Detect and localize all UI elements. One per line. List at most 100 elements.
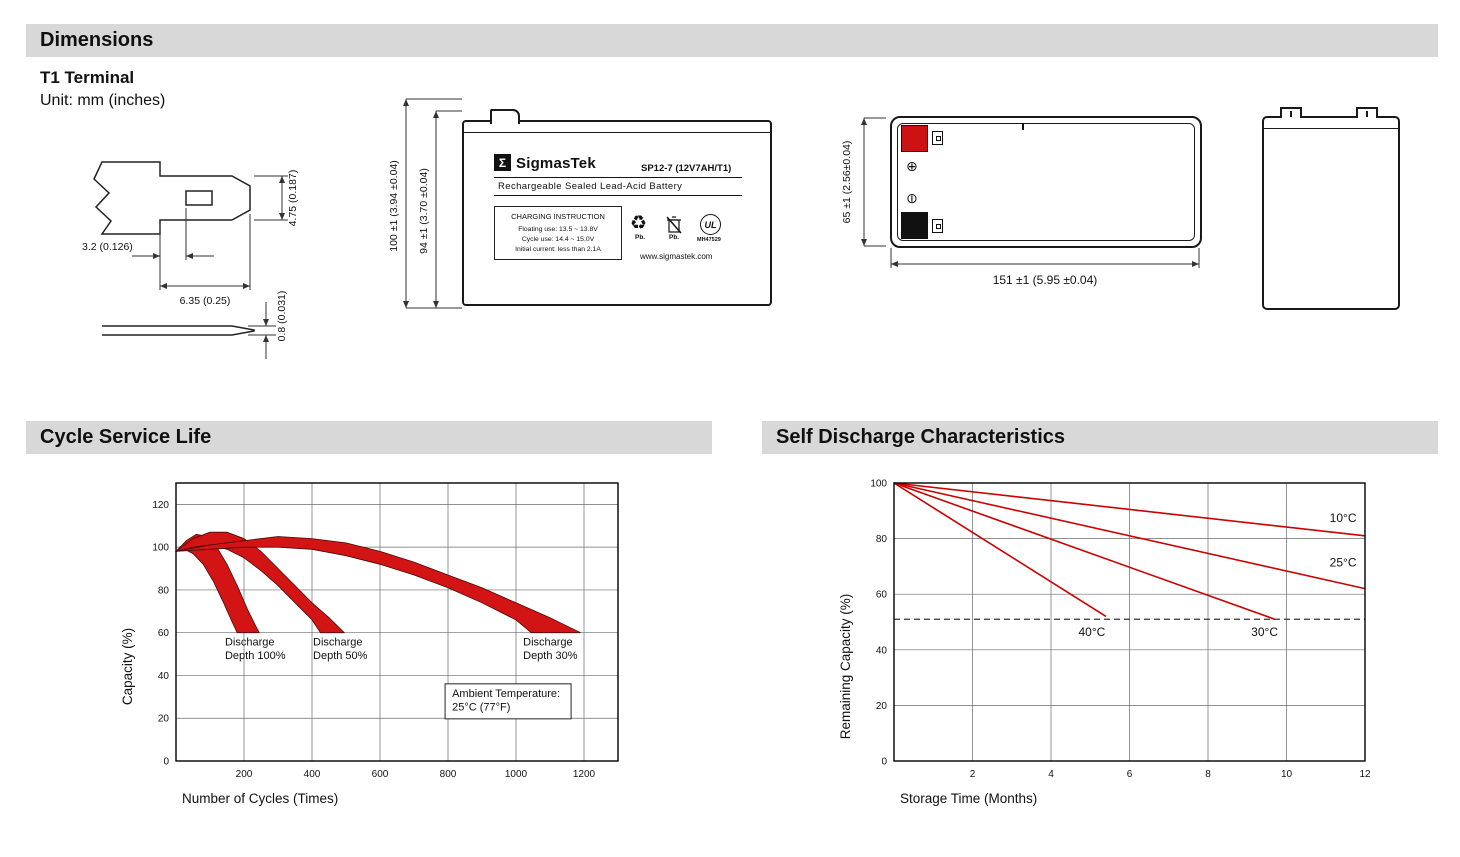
battery-side-view bbox=[1262, 107, 1400, 310]
t1-terminal-heading: T1 Terminal bbox=[40, 68, 135, 87]
brand-name: SigmasTek bbox=[516, 155, 596, 172]
svg-text:4: 4 bbox=[1048, 769, 1054, 780]
dim-label-terminal-width: 6.35 (0.25) bbox=[180, 295, 231, 307]
svg-text:800: 800 bbox=[440, 769, 457, 780]
svg-text:200: 200 bbox=[236, 769, 253, 780]
svg-text:Storage Time (Months): Storage Time (Months) bbox=[900, 791, 1037, 806]
svg-text:80: 80 bbox=[158, 585, 170, 596]
charging-line-1: Floating use: 13.5 ~ 13.8V bbox=[518, 226, 598, 233]
t1-terminal-drawing: 4.75 (0.187) 3.2 (0.126) 6.35 (0.25) 0.8… bbox=[82, 161, 299, 359]
svg-text:Depth 50%: Depth 50% bbox=[313, 650, 368, 662]
front-terminal-tab bbox=[490, 109, 520, 124]
svg-text:600: 600 bbox=[372, 769, 389, 780]
recycle-pb-label: Pb. bbox=[635, 234, 646, 241]
svg-text:6: 6 bbox=[1127, 769, 1133, 780]
svg-text:10°C: 10°C bbox=[1330, 511, 1357, 525]
svg-text:12: 12 bbox=[1359, 769, 1371, 780]
svg-text:1000: 1000 bbox=[505, 769, 528, 780]
recycle-pb-icon: ♻ bbox=[630, 213, 648, 234]
section-header-cycle-life: Cycle Service Life bbox=[26, 421, 712, 454]
trash-pb-label: Pb. bbox=[669, 234, 680, 241]
svg-text:25°C: 25°C bbox=[1330, 555, 1357, 569]
svg-text:40: 40 bbox=[876, 645, 888, 656]
svg-text:20: 20 bbox=[158, 714, 170, 725]
self-discharge-title: Self Discharge Characteristics bbox=[776, 426, 1066, 448]
no-trash-pb-icon bbox=[666, 216, 682, 239]
section-header-dimensions: Dimensions bbox=[26, 24, 1438, 57]
section-header-self-discharge: Self Discharge Characteristics bbox=[762, 421, 1438, 454]
unit-note: Unit: mm (inches) bbox=[40, 92, 166, 109]
terminal-body-outline bbox=[93, 161, 251, 235]
charging-line-2: Cycle use: 14.4 ~ 15.0V bbox=[521, 236, 595, 244]
negative-terminal-tab bbox=[932, 219, 943, 233]
negative-terminal bbox=[901, 212, 928, 239]
model-number: SP12-7 (12V7AH/T1) bbox=[641, 163, 732, 174]
svg-text:10: 10 bbox=[1281, 769, 1293, 780]
top-view-height-dimension: 65 ±1 (2.56±0.04) bbox=[841, 117, 886, 247]
dim-label-terminal-height: 4.75 (0.187) bbox=[287, 170, 299, 227]
ul-mark-icon: UL bbox=[700, 214, 721, 235]
svg-text:1200: 1200 bbox=[573, 769, 596, 780]
top-view-inner-edge bbox=[897, 123, 1195, 241]
top-view-vent-mark bbox=[1022, 123, 1024, 130]
svg-text:40: 40 bbox=[158, 671, 170, 682]
svg-text:20: 20 bbox=[876, 701, 888, 712]
terminal-hole bbox=[185, 190, 213, 206]
svg-text:30°C: 30°C bbox=[1251, 625, 1278, 639]
svg-text:8: 8 bbox=[1205, 769, 1211, 780]
side-view-terminal-left bbox=[1280, 107, 1302, 118]
cycle-service-life-chart: 200 400 600 800 1000 1200 0 20 40 60 80 100 120 Disch… bbox=[120, 482, 619, 806]
svg-text:60: 60 bbox=[876, 590, 888, 601]
positive-terminal-tab bbox=[932, 131, 943, 145]
svg-text:80: 80 bbox=[876, 534, 888, 545]
plus-terminal-icon: ⊕ bbox=[906, 158, 918, 174]
svg-text:100: 100 bbox=[152, 543, 169, 554]
website-text: www.sigmastek.com bbox=[640, 252, 713, 261]
battery-type-line: Rechargeable Sealed Lead-Acid Battery bbox=[494, 177, 742, 196]
dim-label-terminal-offset: 3.2 (0.126) bbox=[82, 241, 133, 253]
dim-label-top-view-height: 65 ±1 (2.56±0.04) bbox=[841, 141, 853, 224]
svg-text:Remaining Capacity (%): Remaining Capacity (%) bbox=[838, 594, 853, 740]
svg-text:2: 2 bbox=[970, 769, 976, 780]
cycle-life-title: Cycle Service Life bbox=[40, 426, 212, 448]
minus-terminal-icon: ⊖ bbox=[904, 192, 921, 205]
charging-instruction-box: CHARGING INSTRUCTION Floating use: 13.5 … bbox=[494, 206, 622, 260]
svg-text:0: 0 bbox=[163, 757, 169, 768]
dim-label-body-height: 94 ±1 (3.70 ±0.04) bbox=[418, 168, 430, 254]
self-discharge-chart: 2 4 6 8 10 12 0 20 40 60 80 100 10°C 25°C 30°C 40°C Stor… bbox=[838, 479, 1371, 807]
battery-lid-line bbox=[464, 132, 770, 133]
svg-text:400: 400 bbox=[304, 769, 321, 780]
battery-top-view: ⊕ ⊖ bbox=[890, 116, 1202, 248]
svg-text:Capacity (%): Capacity (%) bbox=[120, 628, 135, 705]
charging-line-3: Initial current: less than 2.1A bbox=[515, 246, 601, 254]
positive-terminal bbox=[901, 125, 928, 152]
side-view-terminal-right bbox=[1356, 107, 1378, 118]
svg-text:100: 100 bbox=[870, 479, 887, 490]
svg-text:25°C (77°F): 25°C (77°F) bbox=[452, 701, 510, 713]
side-view-lid-line bbox=[1264, 128, 1398, 129]
svg-text:60: 60 bbox=[158, 628, 170, 639]
svg-text:0: 0 bbox=[881, 757, 887, 768]
svg-text:Depth 100%: Depth 100% bbox=[225, 650, 286, 662]
svg-text:120: 120 bbox=[152, 500, 169, 511]
svg-text:40°C: 40°C bbox=[1078, 625, 1105, 639]
ul-file-number: MH47529 bbox=[697, 237, 721, 243]
svg-text:Discharge: Discharge bbox=[523, 637, 573, 649]
svg-text:Discharge: Discharge bbox=[313, 637, 363, 649]
dimensions-title: Dimensions bbox=[40, 29, 154, 51]
dim-label-top-view-width: 151 ±1 (5.95 ±0.04) bbox=[993, 273, 1098, 287]
front-view-dimensions: 100 ±1 (3.94 ±0.04) 94 ±1 (3.70 ±0.04) bbox=[390, 98, 462, 309]
svg-text:Discharge: Discharge bbox=[225, 637, 275, 649]
svg-text:Depth 30%: Depth 30% bbox=[523, 650, 578, 662]
dim-label-total-height: 100 ±1 (3.94 ±0.04) bbox=[390, 160, 400, 252]
dim-label-terminal-thickness: 0.8 (0.031) bbox=[276, 291, 288, 342]
svg-text:Ambient Temperature:: Ambient Temperature: bbox=[452, 688, 560, 700]
battery-front-view: Σ SigmasTek SP12-7 (12V7AH/T1) Rechargea… bbox=[462, 109, 772, 306]
brand-logo-icon: Σ bbox=[494, 154, 511, 171]
top-view-width-dimension: 151 ±1 (5.95 ±0.04) bbox=[890, 248, 1200, 287]
svg-text:Number of Cycles (Times): Number of Cycles (Times) bbox=[182, 791, 338, 806]
charging-title: CHARGING INSTRUCTION bbox=[511, 212, 605, 221]
dimension-arrows bbox=[153, 176, 285, 342]
terminal-blade-outline bbox=[102, 325, 255, 336]
